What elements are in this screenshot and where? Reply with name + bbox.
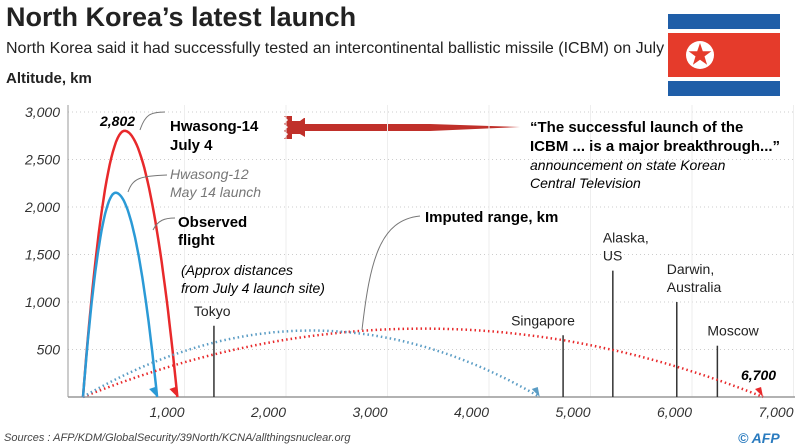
quote: “The successful launch of the xyxy=(530,119,743,136)
observed-label: Observed xyxy=(178,214,247,231)
series-0-line xyxy=(81,129,179,398)
series-0-line-arrowhead xyxy=(169,387,178,397)
hw12-date: May 14 launch xyxy=(170,184,261,200)
afp-logo: © AFP xyxy=(738,430,780,446)
quote-attribution: announcement on state Korean xyxy=(530,157,726,173)
hw14-date: July 4 xyxy=(170,137,213,154)
y-tick-label: 500 xyxy=(37,342,61,358)
north-korea-flag-icon xyxy=(668,14,780,96)
x-tick-label: 3,000 xyxy=(352,404,387,420)
marker-label: Moscow xyxy=(707,323,759,339)
y-axis-label: Altitude, km xyxy=(6,70,92,87)
series-2-line-arrowhead xyxy=(755,387,764,397)
approx-note: (Approx distances xyxy=(181,262,293,278)
y-tick-label: 1,500 xyxy=(25,247,60,263)
marker-label: Tokyo xyxy=(194,303,231,319)
hw14-leader xyxy=(139,111,166,131)
x-tick-label: 2,000 xyxy=(250,404,286,420)
x-tick-label: 6,000 xyxy=(657,404,692,420)
marker-label: Alaska, xyxy=(603,230,649,246)
range-end-label: 6,700 xyxy=(741,367,776,383)
marker-label: Australia xyxy=(667,279,722,295)
y-tick-label: 2,000 xyxy=(24,199,60,215)
y-tick-label: 1,000 xyxy=(25,294,60,310)
series-3-line xyxy=(82,329,541,399)
missile-icon xyxy=(284,116,520,139)
subtitle: North Korea said it had successfully tes… xyxy=(6,40,678,57)
page-title: North Korea’s latest launch xyxy=(6,2,357,32)
series-2-line xyxy=(82,327,764,399)
marker-label: Singapore xyxy=(511,312,575,328)
imputed-range-label: Imputed range, km xyxy=(425,209,558,226)
y-tick-label: 3,000 xyxy=(25,104,60,120)
sources: Sources : AFP/KDM/GlobalSecurity/39North… xyxy=(4,432,351,444)
series-3-line-arrowhead xyxy=(531,387,540,397)
quote-2: ICBM ... is a major breakthrough...” xyxy=(530,138,780,155)
series-1-line xyxy=(81,191,159,398)
hw14-label: Hwasong-14 xyxy=(170,118,259,135)
x-tick-label: 5,000 xyxy=(555,404,590,420)
marker-label: US xyxy=(603,248,622,264)
apogee-label: 2,802 xyxy=(99,113,135,129)
imputed-leader xyxy=(361,215,421,331)
hw12-leader xyxy=(127,174,168,193)
marker-label: Darwin, xyxy=(667,261,714,277)
quote-attribution-2: Central Television xyxy=(530,175,641,191)
observed-label-2: flight xyxy=(178,232,215,249)
y-tick-label: 2,500 xyxy=(24,152,60,168)
x-tick-label: 4,000 xyxy=(454,404,489,420)
observed-leader xyxy=(152,217,176,231)
x-tick-label: 7,000 xyxy=(758,404,793,420)
hw12-label: Hwasong-12 xyxy=(170,166,249,182)
approx-note-2: from July 4 launch site) xyxy=(181,280,325,296)
series-1-line-arrowhead xyxy=(149,387,158,397)
x-tick-label: 1,000 xyxy=(149,404,184,420)
